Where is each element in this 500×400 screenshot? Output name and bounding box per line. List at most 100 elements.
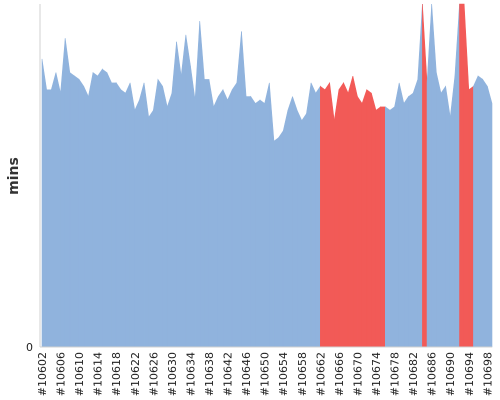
area-segment [204, 79, 210, 348]
area-segment [436, 72, 442, 348]
area-segment [64, 38, 71, 348]
area-segment [83, 86, 89, 348]
area-segment [199, 21, 205, 348]
x-tick-label: #10682 [407, 352, 420, 396]
area-segment [487, 86, 493, 348]
area-segment [162, 86, 168, 348]
area-segment [148, 109, 154, 348]
x-tick-label: #10666 [333, 352, 346, 396]
area-segment [287, 96, 293, 348]
area-segment-highlight [324, 81, 330, 348]
area-segment [236, 31, 242, 348]
area-segment [245, 96, 252, 348]
area-segment-highlight [422, 3, 428, 348]
area-segment [408, 92, 414, 348]
area-segment-highlight [320, 85, 326, 348]
x-tick-label: #10650 [259, 352, 272, 396]
area-segment [282, 110, 289, 348]
area-segment [50, 72, 57, 348]
x-tick-label: #10698 [481, 352, 494, 396]
area-segment [134, 99, 140, 348]
area-segment [60, 38, 66, 348]
area-segment [153, 79, 159, 348]
area-segment [264, 82, 270, 348]
area-segment [482, 78, 488, 348]
area-segment [217, 88, 224, 348]
area-segment [208, 79, 214, 348]
area-segment-highlight [329, 82, 335, 348]
x-tick-label: #10642 [222, 352, 235, 396]
x-tick-label: #10614 [92, 352, 105, 396]
x-tick-label: #10646 [240, 352, 253, 396]
area-segment [213, 96, 219, 348]
area-segment [171, 41, 177, 348]
area-segment [449, 75, 456, 348]
area-segment [185, 34, 191, 348]
area-segment [398, 82, 405, 348]
x-tick-labels: #10602 #10606 #10610 #10614 #10618 #10622 #106… [36, 352, 494, 396]
area-segment-highlight [361, 89, 368, 348]
area-segment [477, 75, 484, 348]
area-segment [46, 89, 52, 348]
area-segment [166, 93, 173, 348]
area-segment-highlight [347, 75, 354, 348]
area-segment-highlight [333, 89, 340, 348]
area-segment [440, 85, 446, 348]
area-segment [92, 72, 98, 348]
area-segment [125, 82, 131, 348]
area-segment [384, 106, 391, 348]
area-segment [157, 78, 163, 348]
x-tick-label: #10638 [203, 352, 216, 396]
area-segment [111, 82, 117, 348]
area-segment [278, 129, 284, 348]
area-segment [106, 72, 112, 348]
area-segment-highlight [380, 106, 386, 348]
area-segment [97, 68, 103, 348]
area-segment [120, 89, 126, 348]
area-segment [222, 89, 228, 348]
area-segment [139, 82, 145, 348]
area-segment-highlight [371, 93, 377, 348]
area-segment [389, 106, 395, 348]
area-segment [273, 137, 279, 348]
area-segment [445, 86, 451, 348]
area-segment [55, 72, 61, 348]
area-segment [431, 3, 437, 348]
area-segment [78, 78, 85, 348]
area-segment-highlight [338, 81, 344, 348]
area-segment [255, 99, 261, 348]
x-tick-label: #10690 [444, 352, 457, 396]
area-segment [176, 41, 182, 348]
x-tick-label: #10622 [129, 352, 142, 396]
area-segment-highlight [375, 106, 381, 348]
x-tick-label: #10678 [389, 352, 402, 396]
x-tick-label: #10610 [73, 352, 86, 396]
area-segment [454, 3, 460, 348]
x-tick-label: #10670 [351, 352, 364, 396]
area-segment-highlight [468, 85, 474, 348]
area-segment-highlight [352, 75, 358, 348]
x-tick-label: #10630 [166, 352, 179, 396]
area-segment [41, 58, 47, 348]
x-tick-label: #10634 [184, 352, 197, 396]
x-tick-label: #10602 [36, 352, 49, 396]
area-segment [250, 95, 256, 348]
area-segment [417, 3, 423, 348]
area-segment [88, 72, 94, 348]
area-segment [241, 31, 247, 348]
area-segment [69, 72, 75, 348]
x-tick-label: #10626 [147, 352, 160, 396]
area-segment [310, 82, 317, 348]
x-tick-label: #10662 [314, 352, 327, 396]
x-tick-label: #10686 [426, 352, 439, 396]
area-segment [231, 81, 238, 348]
area-segment [129, 82, 136, 348]
area-segment [296, 110, 303, 348]
area-segment [259, 99, 265, 348]
area-segment-highlight [366, 89, 372, 348]
area-segment [143, 82, 150, 348]
area-segment [74, 75, 80, 348]
area-segment [473, 75, 479, 348]
area-segment [301, 112, 307, 348]
